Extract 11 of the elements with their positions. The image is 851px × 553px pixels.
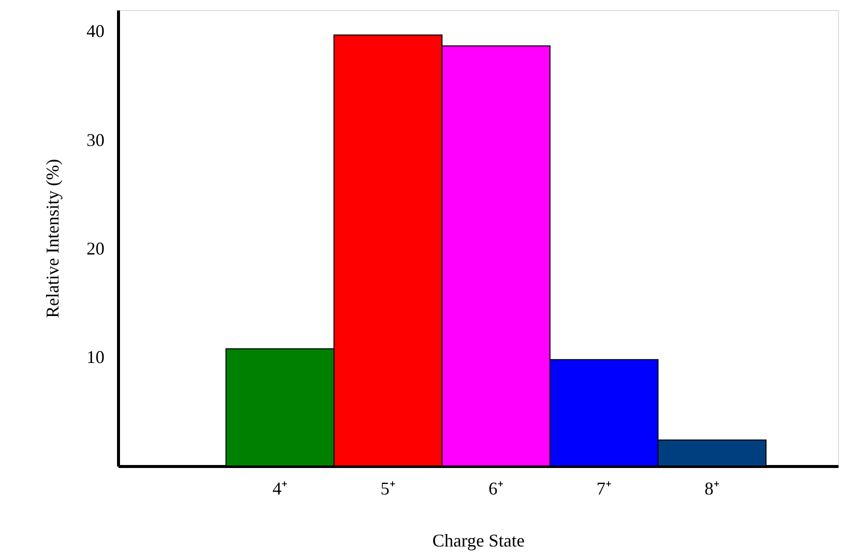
x-axis-title: Charge State	[432, 530, 525, 550]
x-tick-label: 6⁺	[488, 478, 504, 498]
y-axis-title: Relative Intensity (%)	[42, 159, 62, 318]
x-tick-label: 5⁺	[380, 478, 396, 498]
y-tick-label: 20	[86, 238, 104, 258]
x-tick-label: 4⁺	[272, 478, 288, 498]
y-tick-label: 40	[86, 21, 104, 42]
x-tick-label: 8⁺	[704, 478, 720, 498]
x-tick-label: 7⁺	[596, 478, 612, 498]
y-tick-label: 30	[86, 130, 104, 150]
y-tick-label: 10	[86, 346, 104, 367]
